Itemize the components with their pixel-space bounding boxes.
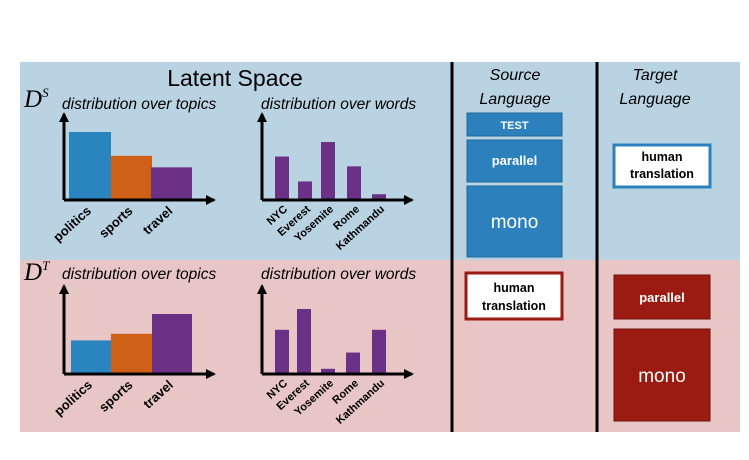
source-topic-bar-politics	[69, 132, 111, 200]
source-parallel-box	[466, 139, 563, 183]
target-mono-label: mono	[638, 366, 686, 387]
target-topics-label: distribution over topics	[62, 266, 216, 283]
source-word-bar-yosemite	[321, 142, 335, 200]
source-human-translation-line2: translation	[482, 299, 546, 313]
source-human-translation-box	[464, 271, 564, 321]
target-word-bar-yosemite	[321, 368, 335, 374]
target-word-bar-everest	[297, 309, 311, 374]
source-d-symbol: D	[23, 86, 42, 113]
source-word-bar-everest	[298, 181, 312, 200]
test-label: TEST	[500, 120, 528, 132]
target-word-bar-nyc	[275, 329, 289, 374]
source-topics-label: distribution over topics	[62, 96, 216, 113]
target-language-line1: Target	[633, 67, 678, 84]
source-human-translation-line1: human	[494, 281, 535, 295]
source-words-label: distribution over words	[261, 96, 416, 113]
source-language-line2: Language	[479, 91, 550, 108]
source-language-line1: Source	[490, 67, 541, 84]
target-topic-bar-politics	[71, 340, 111, 374]
target-word-bar-rome	[346, 352, 360, 374]
target-d-symbol: D	[23, 259, 42, 286]
target-parallel-label: parallel	[639, 290, 685, 305]
target-superscript: T	[42, 258, 50, 273]
target-parallel-box	[613, 274, 711, 320]
target-distribution-label: DT	[23, 258, 50, 286]
target-words-label: distribution over words	[261, 266, 416, 283]
source-topic-bar-sports	[111, 155, 152, 200]
target-mono-box	[613, 328, 711, 422]
source-distribution-label: DS	[23, 85, 49, 113]
target-topic-bar-travel	[152, 314, 192, 374]
source-mono-label: mono	[491, 212, 539, 233]
target-topic-bar-sports	[111, 333, 152, 374]
target-human-translation-line1: human	[642, 150, 683, 164]
target-word-bar-kathmandu	[372, 329, 386, 374]
source-word-bar-nyc	[275, 156, 289, 200]
target-human-translation-line2: translation	[630, 167, 694, 181]
target-language-line2: Language	[619, 91, 690, 108]
latent-space-title: Latent Space	[167, 65, 303, 91]
source-parallel-label: parallel	[492, 153, 538, 168]
test-box	[466, 112, 563, 137]
source-topic-bar-travel	[151, 167, 192, 200]
charts: politics sports travel NYCEverestYosemiteRo…	[50, 112, 414, 427]
source-word-bar-kathmandu	[372, 194, 386, 200]
source-word-bar-rome	[347, 166, 361, 200]
target-human-translation-box	[612, 143, 712, 189]
source-superscript: S	[42, 85, 49, 100]
source-mono-box	[466, 185, 563, 258]
